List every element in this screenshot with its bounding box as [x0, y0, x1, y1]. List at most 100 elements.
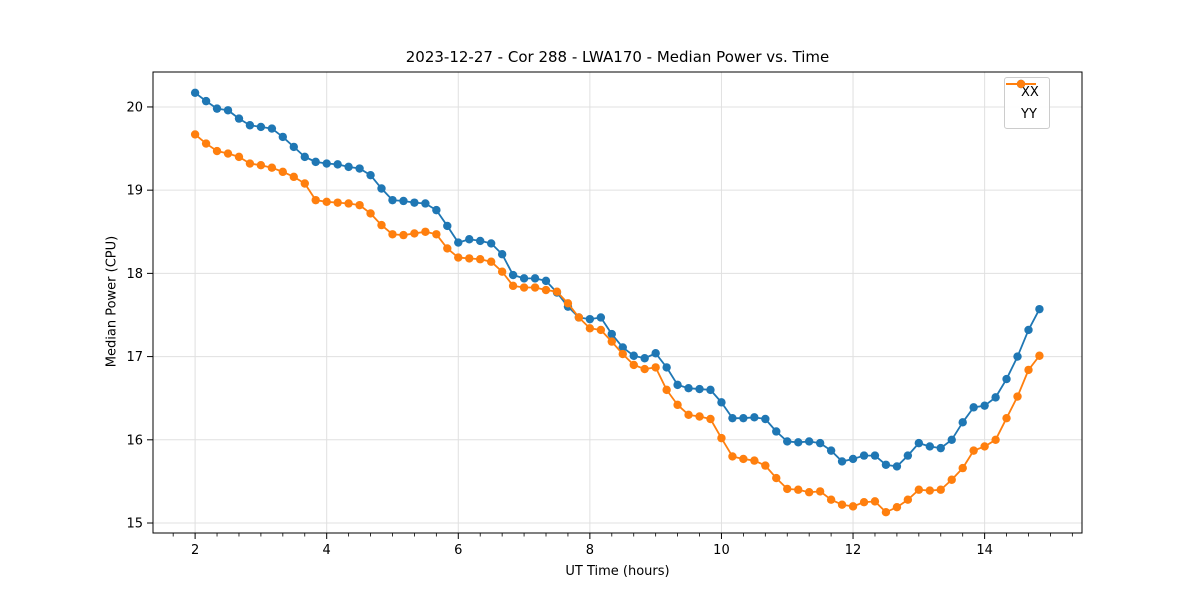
data-point-xx	[530, 274, 540, 283]
data-point-yy	[388, 230, 397, 239]
data-point-yy	[333, 198, 342, 207]
data-point-yy	[794, 485, 803, 494]
y-tick-label: 18	[126, 267, 143, 282]
data-point-xx	[1024, 325, 1033, 335]
data-point-yy	[1024, 365, 1033, 375]
data-point-yy	[454, 253, 463, 262]
data-point-yy	[355, 200, 364, 210]
data-point-xx	[377, 184, 386, 193]
data-point-xx	[739, 413, 748, 423]
data-point-yy	[432, 230, 441, 239]
data-point-yy	[344, 199, 353, 208]
data-point-yy	[421, 227, 430, 236]
data-point-xx	[388, 195, 397, 205]
legend-item-yy: YY	[1006, 79, 1039, 123]
data-point-xx	[837, 457, 847, 466]
data-point-xx	[728, 413, 737, 423]
data-point-yy	[870, 497, 880, 506]
data-point-yy	[278, 167, 288, 177]
y-tick-label: 20	[126, 100, 143, 115]
data-point-xx	[486, 239, 496, 248]
data-point-xx	[640, 354, 649, 363]
data-point-xx	[936, 443, 945, 453]
data-point-yy	[947, 475, 956, 484]
x-tick-label: 12	[845, 543, 862, 558]
data-point-yy	[739, 454, 748, 464]
data-point-xx	[925, 442, 935, 451]
data-point-yy	[497, 267, 507, 276]
data-point-xx	[508, 270, 518, 280]
data-point-yy	[815, 487, 825, 496]
data-point-xx	[651, 349, 660, 358]
data-point-xx	[607, 329, 616, 339]
x-tick-label: 2	[191, 543, 199, 558]
data-point-yy	[640, 364, 649, 374]
data-point-yy	[377, 220, 386, 230]
data-point-xx	[947, 435, 956, 445]
data-point-xx	[783, 437, 792, 446]
x-tick-label: 6	[454, 543, 462, 558]
data-point-xx	[300, 152, 309, 162]
data-point-yy	[980, 442, 989, 451]
y-tick-label: 17	[126, 350, 143, 365]
data-point-yy	[618, 349, 627, 359]
legend-label-yy: YY	[1021, 106, 1037, 122]
data-point-yy	[673, 400, 682, 410]
data-point-yy	[530, 283, 540, 292]
legend: XX YY	[1004, 77, 1050, 129]
data-point-yy	[245, 159, 255, 168]
data-point-yy	[486, 257, 496, 266]
data-point-yy	[750, 456, 759, 465]
data-point-yy	[717, 433, 726, 443]
legend-label-xx: XX	[1021, 84, 1039, 100]
data-point-yy	[596, 325, 606, 335]
data-point-xx	[585, 314, 595, 324]
data-point-xx	[410, 198, 419, 207]
data-point-xx	[1013, 352, 1022, 361]
data-point-xx	[980, 401, 989, 410]
data-point-yy	[881, 507, 891, 517]
data-point-xx	[772, 427, 781, 436]
data-point-yy	[892, 503, 902, 512]
data-point-yy	[684, 410, 693, 420]
data-point-xx	[750, 413, 759, 422]
data-point-xx	[519, 274, 529, 283]
x-axis-label: UT Time (hours)	[565, 564, 670, 579]
data-point-yy	[1002, 413, 1011, 423]
data-point-xx	[465, 235, 474, 244]
data-point-xx	[223, 106, 233, 115]
data-point-yy	[826, 495, 836, 504]
data-point-yy	[1013, 392, 1022, 401]
data-point-yy	[443, 244, 452, 253]
data-point-yy	[574, 313, 584, 322]
data-point-xx	[815, 438, 825, 448]
data-point-yy	[366, 209, 375, 218]
data-point-yy	[563, 299, 573, 308]
data-point-xx	[618, 343, 627, 352]
data-point-xx	[201, 96, 211, 106]
data-point-yy	[804, 488, 814, 497]
data-point-xx	[761, 414, 770, 424]
data-point-xx	[497, 250, 507, 259]
data-point-yy	[695, 412, 704, 421]
data-point-yy	[552, 287, 562, 296]
data-point-xx	[541, 276, 551, 286]
data-point-yy	[936, 485, 945, 494]
data-point-yy	[783, 484, 792, 494]
data-point-xx	[475, 236, 485, 246]
y-tick-label: 15	[126, 517, 143, 532]
data-point-xx	[267, 124, 277, 133]
series-line-yy	[194, 133, 1041, 514]
data-point-yy	[410, 229, 419, 238]
data-point-xx	[333, 160, 342, 169]
x-tick-label: 10	[713, 543, 730, 558]
data-point-xx	[892, 462, 902, 471]
data-point-yy	[607, 337, 616, 346]
data-point-xx	[991, 393, 1000, 402]
data-point-yy	[761, 461, 770, 470]
data-point-yy	[772, 473, 781, 483]
data-point-xx	[421, 199, 430, 208]
data-point-xx	[190, 88, 200, 98]
